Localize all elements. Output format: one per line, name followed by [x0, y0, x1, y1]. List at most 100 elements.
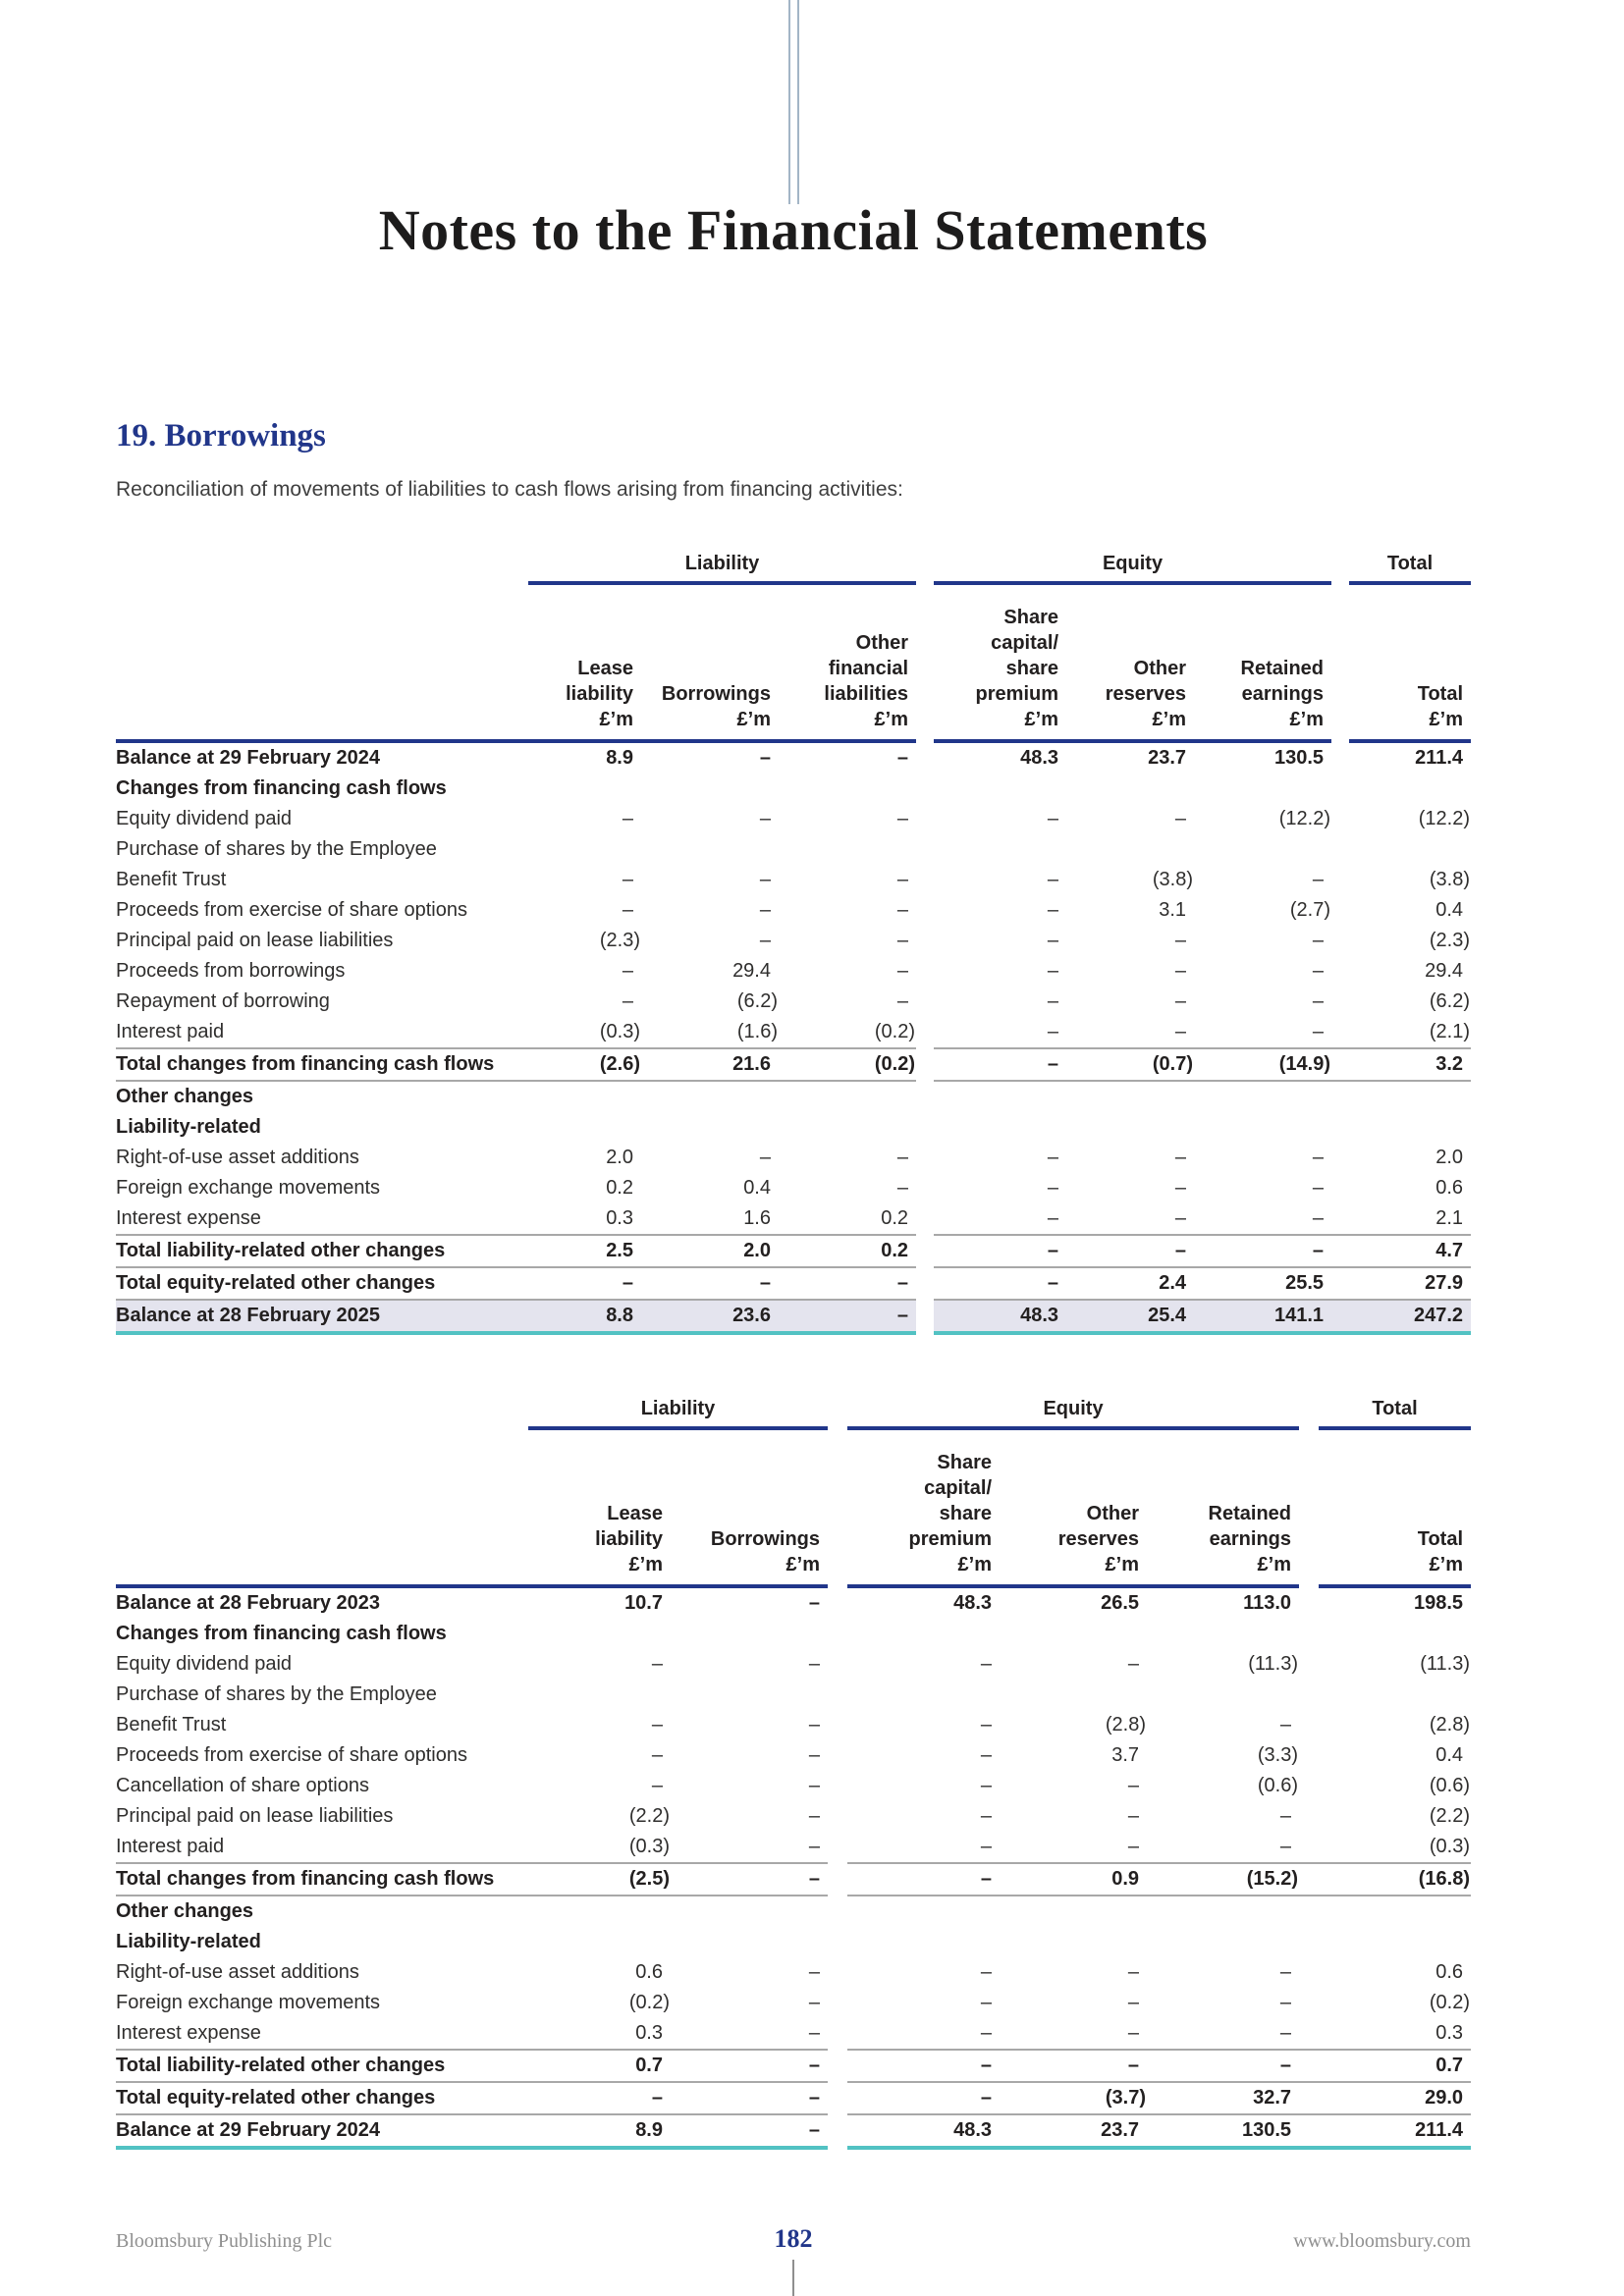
value-cell: 10.7 — [624, 1591, 663, 1614]
column-gap — [1331, 804, 1349, 834]
group-spacer — [116, 553, 528, 583]
value-cell: 3.2 — [1349, 1046, 1472, 1082]
value-cell: – — [1174, 807, 1187, 829]
table-row: Interest paid (0.3) (1.6) (0.2) – – – (2.1) — [116, 1017, 1471, 1048]
value-cell: – — [808, 2021, 821, 2044]
value-cell: – — [934, 1233, 1067, 1268]
value-cell: – — [896, 868, 909, 890]
table-row: Benefit Trust – – – – (3.8) – (3.8) — [116, 865, 1471, 895]
value-cell — [528, 1619, 671, 1649]
value-cell — [1194, 1081, 1331, 1112]
column-gap — [1299, 1428, 1319, 1586]
value-cell — [1000, 1680, 1147, 1710]
value-cell: – — [622, 868, 633, 890]
table-row: Purchase of shares by the Employee — [116, 1680, 1471, 1710]
column-gap — [828, 1863, 847, 1896]
value-cell: 2.5 — [528, 1233, 641, 1268]
table-row: Balance at 28 February 2025 8.8 23.6–48.3 2… — [116, 1298, 1472, 1335]
column-gap — [1299, 1710, 1319, 1740]
value-cell: (0.3) — [628, 1835, 670, 1857]
value-cell: 25.4 — [1066, 1298, 1195, 1335]
value-cell: 0.2 — [779, 1233, 917, 1268]
value-cell: (2.5) — [528, 1861, 671, 1896]
value-cell: – — [1047, 1146, 1059, 1168]
column-header: Lease liability £’m — [528, 1427, 671, 1588]
value-cell — [641, 1081, 779, 1112]
table-row: Other changes — [116, 1896, 1471, 1927]
value-cell: – — [1312, 959, 1325, 982]
column-gap — [916, 1235, 934, 1267]
column-header: Other reserves £’m — [1066, 582, 1195, 743]
column-gap — [1331, 1173, 1349, 1203]
value-cell: (0.3) — [1429, 1835, 1471, 1857]
value-cell: 3.7 — [1111, 1743, 1140, 1766]
value-cell: – — [1047, 959, 1059, 982]
column-group-label: Equity — [934, 552, 1332, 585]
column-gap — [1331, 553, 1349, 583]
column-group-label: Total — [1349, 552, 1472, 585]
value-cell: – — [896, 1146, 909, 1168]
value-cell: – — [980, 1713, 993, 1735]
value-cell: 26.5 — [1101, 1591, 1140, 1614]
value-cell: (2.8) — [1105, 1713, 1147, 1735]
value-cell: – — [1312, 1206, 1325, 1229]
top-center-rule-mark — [788, 0, 799, 204]
value-cell: (3.3) — [1257, 1743, 1299, 1766]
row-label: Balance at 29 February 2024 — [116, 2113, 528, 2150]
column-gap — [828, 2018, 847, 2050]
value-cell: 48.3 — [934, 1298, 1067, 1335]
table-row: Total liability-related other changes 0.7… — [116, 2048, 1472, 2083]
value-cell: – — [808, 1743, 821, 1766]
table-row: Principal paid on lease liabilities (2.3)… — [116, 926, 1471, 956]
value-cell: – — [896, 746, 909, 769]
value-cell: – — [1047, 1271, 1059, 1294]
column-gap — [1331, 987, 1349, 1017]
value-cell — [528, 1081, 641, 1112]
row-label: Total equity-related other changes — [116, 2081, 528, 2115]
table-row: Proceeds from exercise of share options –… — [116, 1740, 1471, 1771]
column-gap — [916, 1112, 934, 1143]
column-gap — [1331, 956, 1349, 987]
column-gap — [828, 1649, 847, 1680]
column-gap — [1331, 1143, 1349, 1173]
value-cell: – — [896, 1271, 909, 1294]
column-header: Other financial liabilities £’m — [779, 582, 917, 743]
value-cell: 48.3 — [953, 1591, 993, 1614]
value-cell — [1349, 774, 1471, 804]
value-cell: – — [980, 1960, 993, 1983]
column-header: Borrowings £’m — [671, 1427, 829, 1588]
value-cell — [1000, 1927, 1147, 1957]
value-cell — [1349, 1112, 1471, 1143]
row-label: Other changes — [116, 1899, 254, 1922]
value-cell — [934, 1081, 1066, 1112]
value-cell: 0.6 — [635, 1960, 663, 1983]
value-cell: – — [896, 807, 909, 829]
value-cell: – — [980, 1804, 993, 1827]
value-cell — [1147, 1619, 1299, 1649]
row-label: Total changes from financing cash flows — [116, 1046, 528, 1082]
value-cell: 141.1 — [1194, 1298, 1332, 1335]
column-gap — [1331, 583, 1349, 741]
row-label: Total liability-related other changes — [116, 2048, 528, 2083]
value-cell: 0.9 — [1000, 1861, 1148, 1896]
value-cell: – — [896, 898, 909, 921]
value-cell — [1319, 1680, 1471, 1710]
value-cell: (11.3) — [1248, 1652, 1299, 1675]
value-cell: – — [1312, 868, 1325, 890]
value-cell: – — [622, 989, 633, 1012]
value-cell: – — [759, 807, 771, 829]
value-cell: 29.0 — [1319, 2081, 1472, 2115]
value-cell: – — [622, 807, 633, 829]
value-cell: (3.8) — [1152, 868, 1194, 890]
value-cell: – — [1174, 989, 1187, 1012]
value-cell — [528, 1927, 671, 1957]
value-cell: – — [808, 1991, 821, 2013]
value-cell: – — [1279, 2021, 1292, 2044]
table-row: Principal paid on lease liabilities (2.2)… — [116, 1801, 1471, 1832]
column-gap — [1299, 2018, 1319, 2050]
value-cell — [1194, 834, 1331, 865]
value-cell: – — [1047, 898, 1059, 921]
value-cell: – — [1174, 959, 1187, 982]
column-gap — [1299, 2081, 1320, 2115]
value-cell: 0.4 — [1435, 898, 1464, 921]
